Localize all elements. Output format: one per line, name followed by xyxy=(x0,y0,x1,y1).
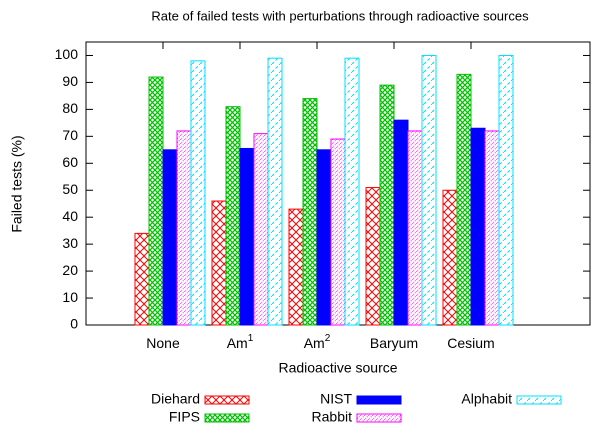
bar xyxy=(484,130,500,326)
legend-swatch xyxy=(356,395,402,405)
x-tick-label: Am1 xyxy=(227,333,254,351)
category-superscript: 1 xyxy=(248,333,254,344)
bar xyxy=(225,106,241,326)
bar xyxy=(162,149,178,326)
legend-swatch xyxy=(356,413,402,423)
category-name: Baryum xyxy=(370,335,418,351)
y-tick-label: 50 xyxy=(62,181,78,197)
bar xyxy=(253,133,269,326)
chart-title: Rate of failed tests with perturbations … xyxy=(151,8,529,23)
y-tick-label: 70 xyxy=(62,127,78,143)
x-tick-label: Am2 xyxy=(304,333,331,351)
legend-label: Alphabit xyxy=(461,391,512,407)
y-tick-label: 10 xyxy=(62,289,78,305)
y-tick-label: 60 xyxy=(62,154,78,170)
legend-label: NIST xyxy=(320,391,352,407)
legend-label: FIPS xyxy=(169,409,200,425)
bar xyxy=(190,60,206,326)
legend-swatch xyxy=(204,395,250,405)
bar xyxy=(407,130,423,326)
bar xyxy=(288,208,304,326)
bar xyxy=(239,147,255,326)
y-tick-label: 20 xyxy=(62,262,78,278)
bar xyxy=(379,84,395,326)
legend-label: Diehard xyxy=(151,391,200,407)
category-name: Am xyxy=(304,335,325,351)
x-tick-label: None xyxy=(146,335,180,351)
bar xyxy=(134,232,150,326)
bar xyxy=(470,127,486,326)
bar xyxy=(442,189,458,326)
bar xyxy=(316,149,332,326)
category-name: Am xyxy=(227,335,248,351)
x-axis-label: Radioactive source xyxy=(278,360,397,376)
bar xyxy=(344,57,360,326)
bar xyxy=(456,73,472,326)
y-tick-label: 90 xyxy=(62,73,78,89)
bar xyxy=(365,187,381,326)
y-tick-label: 0 xyxy=(70,316,78,332)
category-name: None xyxy=(146,335,180,351)
bar xyxy=(211,200,227,326)
bar xyxy=(302,98,318,326)
y-tick-label: 40 xyxy=(62,208,78,224)
y-tick-label: 100 xyxy=(55,46,79,62)
y-axis-label: Failed tests (%) xyxy=(9,135,25,232)
y-tick-label: 80 xyxy=(62,100,78,116)
bar xyxy=(421,54,437,326)
legend-swatch xyxy=(204,413,250,423)
bar xyxy=(330,138,346,326)
legend-label: Rabbit xyxy=(312,409,353,425)
category-name: Cesium xyxy=(447,335,494,351)
x-tick-label: Baryum xyxy=(370,335,418,351)
bar xyxy=(393,119,409,326)
bar xyxy=(498,54,514,326)
legend-swatch xyxy=(516,395,562,405)
x-tick-label: Cesium xyxy=(447,335,494,351)
bar xyxy=(148,76,164,326)
bar xyxy=(176,130,192,326)
y-tick-label: 30 xyxy=(62,235,78,251)
category-superscript: 2 xyxy=(325,333,331,344)
bar xyxy=(267,57,283,326)
